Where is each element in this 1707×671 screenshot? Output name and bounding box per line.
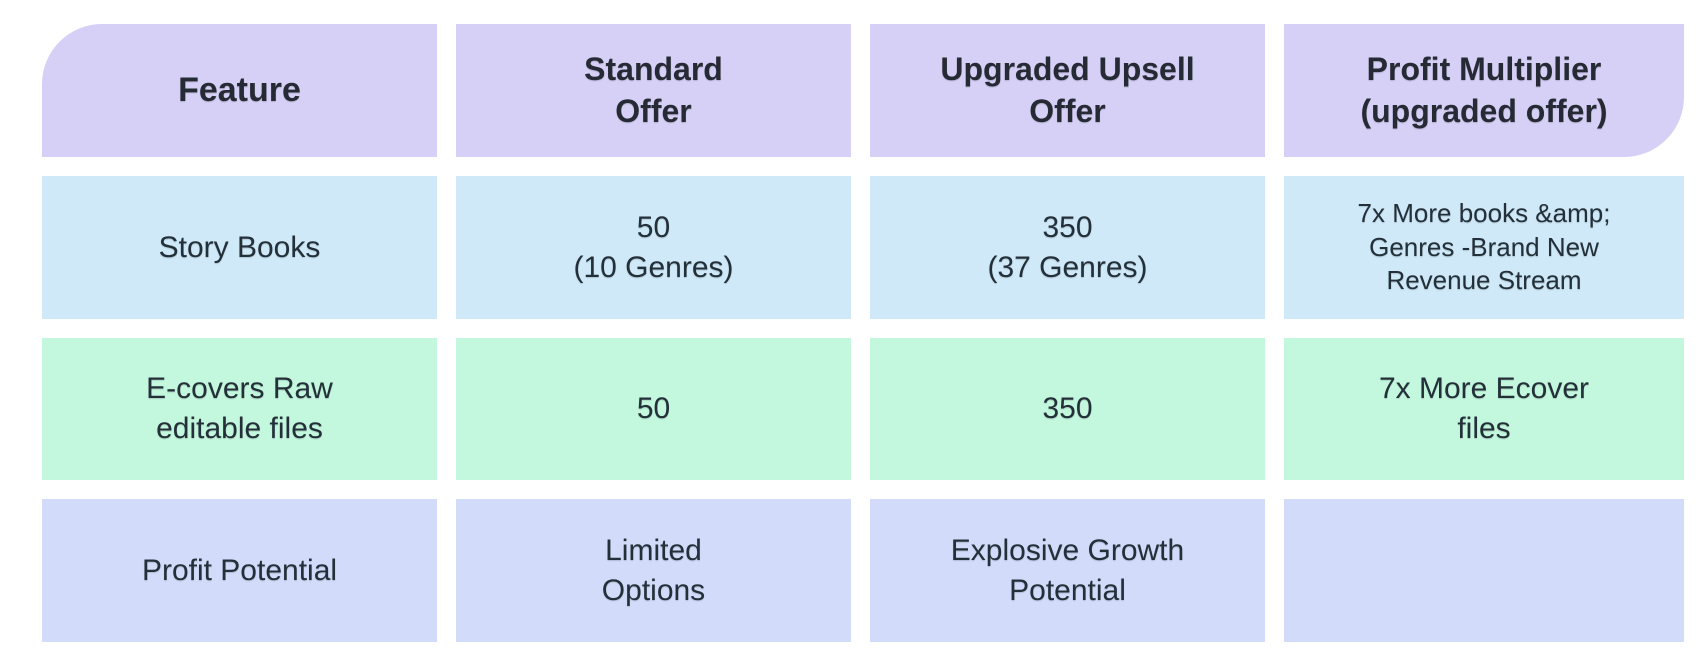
cell-ecovers-standard: 50	[456, 338, 851, 480]
header-cell-upgraded-upsell-offer: Upgraded Upsell Offer	[870, 24, 1265, 157]
cell-profit-potential-multiplier	[1284, 499, 1684, 642]
cell-ecovers-upgraded: 350	[870, 338, 1265, 480]
cell-profit-potential-upgraded: Explosive Growth Potential	[870, 499, 1265, 642]
cell-profit-potential-feature: Profit Potential	[42, 499, 437, 642]
header-cell-feature: Feature	[42, 24, 437, 157]
header-cell-standard-offer: Standard Offer	[456, 24, 851, 157]
cell-story-books-multiplier: 7x More books &amp; Genres -Brand New Re…	[1284, 176, 1684, 319]
cell-story-books-upgraded: 350 (37 Genres)	[870, 176, 1265, 319]
comparison-table: Feature Standard Offer Upgraded Upsell O…	[42, 24, 1684, 642]
cell-ecovers-feature: E-covers Raw editable files	[42, 338, 437, 480]
cell-ecovers-multiplier: 7x More Ecover files	[1284, 338, 1684, 480]
cell-story-books-standard: 50 (10 Genres)	[456, 176, 851, 319]
cell-profit-potential-standard: Limited Options	[456, 499, 851, 642]
cell-story-books-feature: Story Books	[42, 176, 437, 319]
header-cell-profit-multiplier: Profit Multiplier (upgraded offer)	[1284, 24, 1684, 157]
